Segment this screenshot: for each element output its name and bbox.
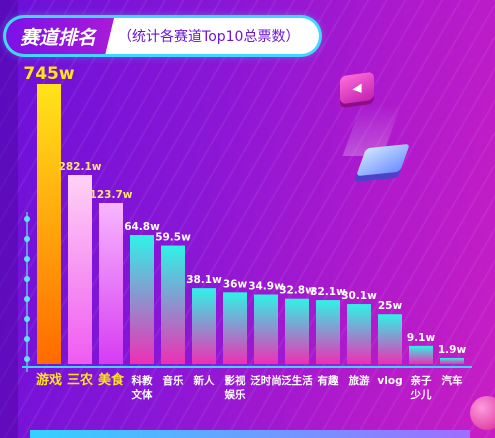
category-label: vlog	[377, 375, 402, 387]
value-label: 34.9w	[248, 281, 284, 293]
bar-有趣	[316, 300, 340, 364]
axis-dot	[24, 256, 30, 262]
value-label: 30.1w	[341, 290, 377, 302]
bar-影视娱乐	[223, 292, 247, 364]
value-label: 25w	[378, 300, 403, 312]
page-title: 赛道排名	[6, 18, 115, 54]
bars-group	[37, 84, 464, 364]
category-label: 科教	[132, 374, 153, 387]
axis-dot	[24, 296, 30, 302]
category-label: 游戏	[36, 372, 62, 388]
decorative-ball	[470, 396, 495, 430]
bar-游戏	[37, 84, 61, 364]
value-label: 32.1w	[310, 286, 346, 298]
axis-decoration	[24, 212, 30, 372]
bar-泛生活	[285, 298, 309, 364]
page-subtitle: （统计各赛道Top10总票数）	[118, 29, 300, 45]
value-label: 123.7w	[90, 189, 133, 201]
chart-baseline	[22, 366, 472, 368]
bar-亲子少儿	[409, 345, 433, 364]
value-label: 745w	[23, 64, 74, 84]
category-label: 影视	[225, 374, 246, 387]
bar-泛时尚	[254, 294, 278, 364]
bar-美食	[99, 203, 123, 364]
category-label: 娱乐	[225, 388, 246, 401]
value-label: 59.5w	[155, 232, 191, 244]
value-label: 38.1w	[186, 274, 222, 286]
bar-vlog	[378, 314, 402, 364]
bar-三农	[68, 175, 92, 364]
axis-dot	[24, 236, 30, 242]
category-label: 亲子	[411, 374, 432, 387]
bar-旅游	[347, 304, 371, 364]
category-label: 汽车	[442, 374, 463, 387]
category-label: 三农	[67, 372, 93, 388]
category-label: 新人	[194, 374, 215, 387]
value-label: 1.9w	[438, 344, 467, 356]
axis-line	[26, 212, 28, 372]
value-label: 32.8w	[279, 285, 315, 297]
category-label: 美食	[98, 372, 125, 388]
category-label: 音乐	[163, 374, 184, 387]
bar-新人	[192, 288, 216, 364]
category-label: 文体	[131, 388, 153, 401]
value-label: 282.1w	[59, 161, 102, 173]
bar-音乐	[161, 245, 185, 364]
bottom-glow	[30, 430, 470, 438]
axis-dot	[24, 276, 30, 282]
axis-dot	[24, 336, 30, 342]
bar-科教文体	[130, 235, 154, 364]
value-label: 9.1w	[407, 332, 436, 344]
bar-汽车	[440, 358, 464, 364]
value-label: 36w	[223, 278, 248, 290]
axis-dot	[24, 216, 30, 222]
title-banner: 赛道排名 （统计各赛道Top10总票数）	[6, 18, 319, 54]
category-label: 泛时尚	[250, 374, 282, 387]
category-label: 有趣	[318, 374, 339, 387]
axis-dot	[24, 316, 30, 322]
axis-dot	[24, 356, 30, 362]
value-label: 64.8w	[124, 221, 160, 233]
category-label: 旅游	[349, 374, 370, 387]
left-rail	[0, 0, 18, 438]
category-label: 泛生活	[281, 374, 313, 387]
category-label: 少儿	[410, 388, 432, 401]
